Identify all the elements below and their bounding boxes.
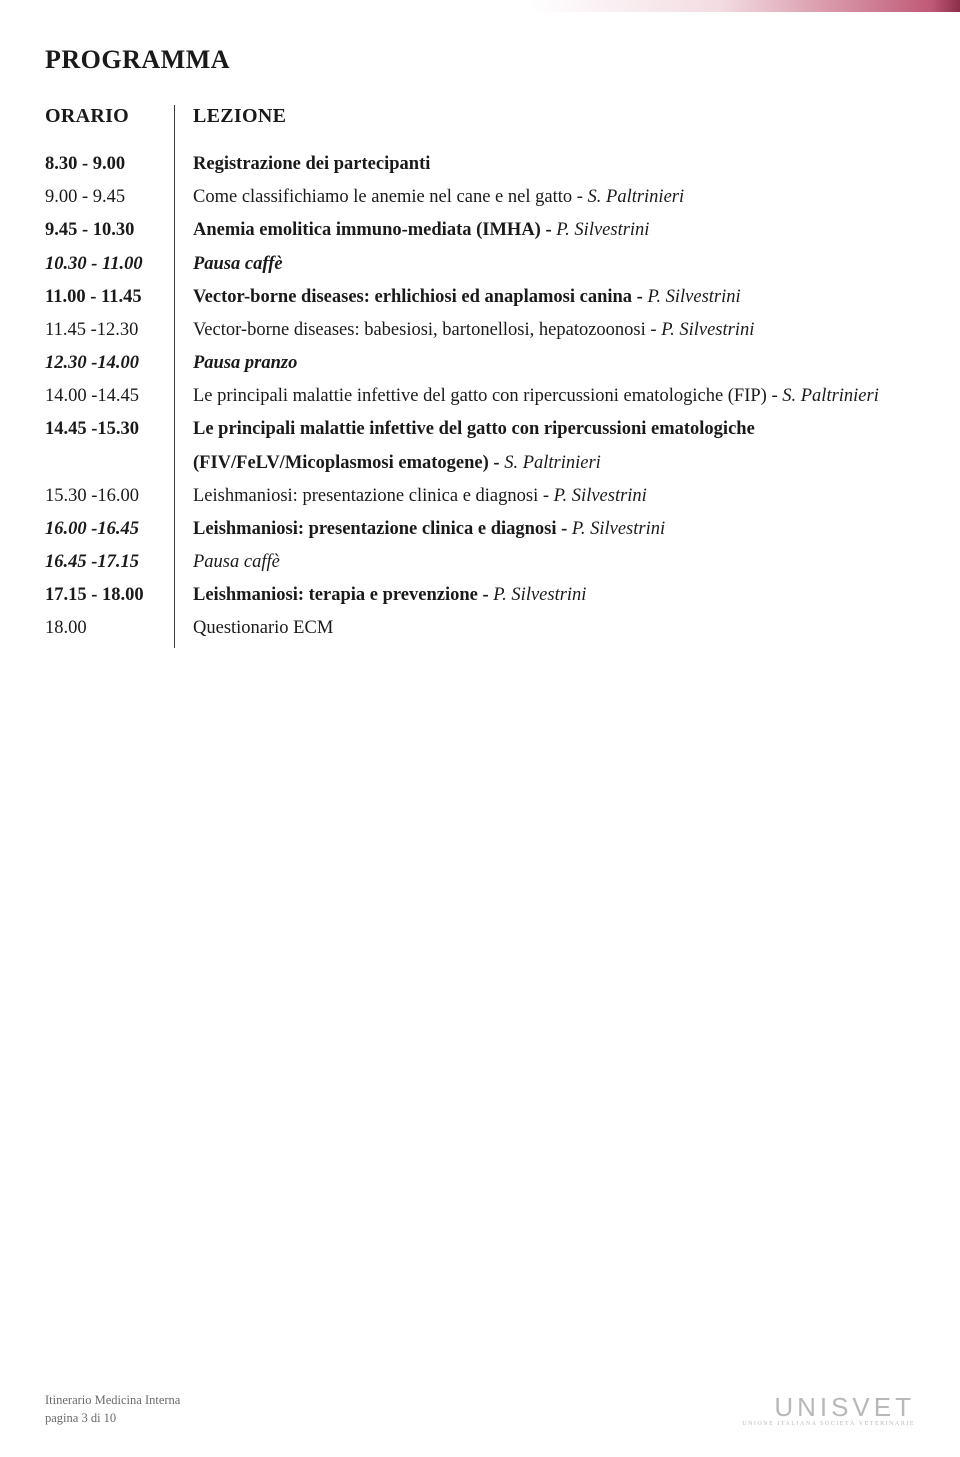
lesson-segment: S. Paltrinieri	[588, 187, 685, 207]
lesson-cell: Pausa caffè	[193, 250, 915, 279]
time-cell: 15.30 -16.00	[45, 482, 156, 511]
lesson-segment: Anemia emolitica immuno-mediata (IMHA) -	[193, 220, 556, 240]
lesson-cell: Vector-borne diseases: babesiosi, barton…	[193, 316, 915, 345]
lesson-segment: Le principali malattie infettive del gat…	[193, 386, 782, 406]
lesson-cell: (FIV/FeLV/Micoplasmosi ematogene) - S. P…	[193, 449, 915, 478]
lesson-segment: (FIV/FeLV/Micoplasmosi ematogene) -	[193, 453, 504, 473]
footer-logo-sub: UNIONE ITALIANA SOCIETÀ VETERINARIE	[742, 1421, 915, 1427]
top-gradient-bar	[0, 0, 960, 12]
time-cell: 8.30 - 9.00	[45, 150, 156, 179]
lesson-segment: Pausa pranzo	[193, 353, 297, 373]
lesson-cell: Leishmaniosi: presentazione clinica e di…	[193, 515, 915, 544]
footer-right: UNISVET UNIONE ITALIANA SOCIETÀ VETERINA…	[742, 1392, 915, 1427]
footer-line2: pagina 3 di 10	[45, 1410, 180, 1428]
time-cell: 16.00 -16.45	[45, 515, 156, 544]
lesson-segment: Registrazione dei partecipanti	[193, 154, 430, 174]
time-cell: 16.45 -17.15	[45, 548, 156, 577]
lesson-segment: Leishmaniosi: presentazione clinica e di…	[193, 486, 554, 506]
lesson-segment: Le principali malattie infettive del gat…	[193, 419, 755, 439]
lesson-cell: Questionario ECM	[193, 614, 915, 643]
lesson-segment: Vector-borne diseases: erhlichiosi ed an…	[193, 287, 647, 307]
time-cell: 14.45 -15.30	[45, 415, 156, 444]
time-header: ORARIO	[45, 105, 156, 128]
lesson-segment: P. Silvestrini	[647, 287, 740, 307]
lesson-cell: Le principali malattie infettive del gat…	[193, 415, 915, 444]
lesson-cell: Anemia emolitica immuno-mediata (IMHA) -…	[193, 216, 915, 245]
lesson-segment: S. Paltrinieri	[782, 386, 879, 406]
lesson-segment: Leishmaniosi: terapia e prevenzione -	[193, 585, 493, 605]
time-cell: 11.45 -12.30	[45, 316, 156, 345]
lesson-cell: Registrazione dei partecipanti	[193, 150, 915, 179]
footer-left: Itinerario Medicina Interna pagina 3 di …	[45, 1392, 180, 1427]
time-cell	[45, 449, 156, 478]
lesson-segment: Leishmaniosi: presentazione clinica e di…	[193, 519, 572, 539]
lesson-segment: Vector-borne diseases: babesiosi, barton…	[193, 320, 661, 340]
lesson-segment: Pausa caffè	[193, 254, 283, 274]
lesson-segment: Questionario ECM	[193, 618, 333, 638]
time-column: ORARIO 8.30 - 9.00 9.00 - 9.45 9.45 - 10.3…	[45, 105, 175, 648]
lesson-cell: Leishmaniosi: terapia e prevenzione - P.…	[193, 581, 915, 610]
footer-logo: UNISVET	[742, 1392, 915, 1423]
time-cell: 14.00 -14.45	[45, 382, 156, 411]
lesson-segment: P. Silvestrini	[661, 320, 754, 340]
lesson-segment: Pausa caffè	[193, 552, 280, 572]
lesson-cell: Pausa pranzo	[193, 349, 915, 378]
schedule-table: ORARIO 8.30 - 9.00 9.00 - 9.45 9.45 - 10.3…	[45, 105, 915, 648]
lesson-cell: Vector-borne diseases: erhlichiosi ed an…	[193, 283, 915, 312]
lesson-segment: Come classifichiamo le anemie nel cane e…	[193, 187, 588, 207]
page-content: PROGRAMMA ORARIO 8.30 - 9.00 9.00 - 9.45 9…	[0, 0, 960, 648]
time-cell: 18.00	[45, 614, 156, 643]
lesson-column: LEZIONE Registrazione dei partecipanti Co…	[175, 105, 915, 648]
lesson-segment: P. Silvestrini	[493, 585, 586, 605]
time-cell: 9.00 - 9.45	[45, 183, 156, 212]
time-cell: 11.00 - 11.45	[45, 283, 156, 312]
footer-line1: Itinerario Medicina Interna	[45, 1392, 180, 1410]
lesson-cell: Leishmaniosi: presentazione clinica e di…	[193, 482, 915, 511]
time-cell: 12.30 -14.00	[45, 349, 156, 378]
lesson-segment: P. Silvestrini	[572, 519, 665, 539]
time-cell: 9.45 - 10.30	[45, 216, 156, 245]
lesson-segment: S. Paltrinieri	[504, 453, 601, 473]
lesson-header: LEZIONE	[193, 105, 915, 128]
page-title: PROGRAMMA	[45, 45, 915, 75]
lesson-cell: Pausa caffè	[193, 548, 915, 577]
time-cell: 10.30 - 11.00	[45, 250, 156, 279]
lesson-segment: P. Silvestrini	[556, 220, 649, 240]
lesson-segment: P. Silvestrini	[554, 486, 647, 506]
page-footer: Itinerario Medicina Interna pagina 3 di …	[45, 1392, 915, 1427]
lesson-cell: Le principali malattie infettive del gat…	[193, 382, 915, 411]
time-cell: 17.15 - 18.00	[45, 581, 156, 610]
lesson-cell: Come classifichiamo le anemie nel cane e…	[193, 183, 915, 212]
